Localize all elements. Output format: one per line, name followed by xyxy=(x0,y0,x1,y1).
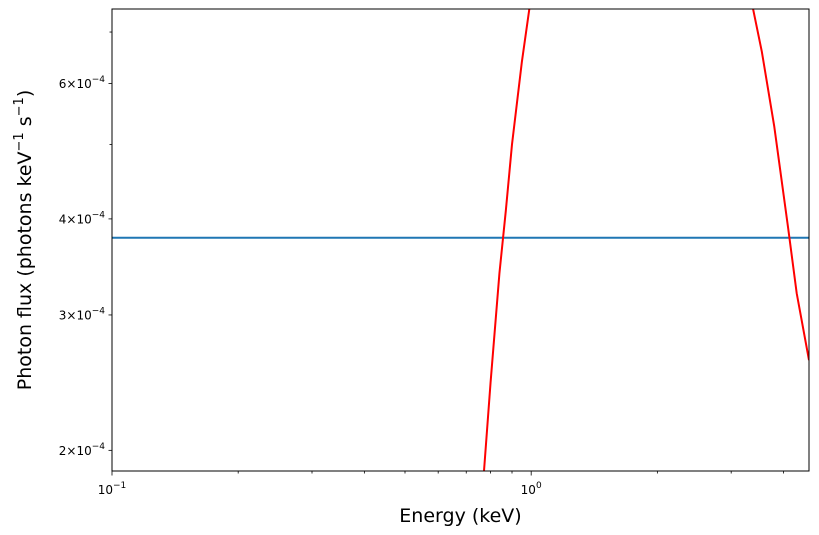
x-tick-label: 10−1 xyxy=(98,481,127,497)
plot-frame xyxy=(111,8,810,472)
y-axis-title: Photon flux (photons keV−1 s−1) xyxy=(12,90,36,391)
series-line-3 xyxy=(752,9,809,361)
y-tick-label: 3×10−4 xyxy=(59,306,106,322)
y-tick-label: 2×10−4 xyxy=(59,442,106,458)
x-tick-label: 100 xyxy=(521,481,542,497)
y-tick-label: 4×10−4 xyxy=(59,210,106,226)
y-tick-label: 6×10−4 xyxy=(59,75,106,91)
series-line-2 xyxy=(482,9,531,471)
x-axis-title: Energy (keV) xyxy=(399,505,521,527)
